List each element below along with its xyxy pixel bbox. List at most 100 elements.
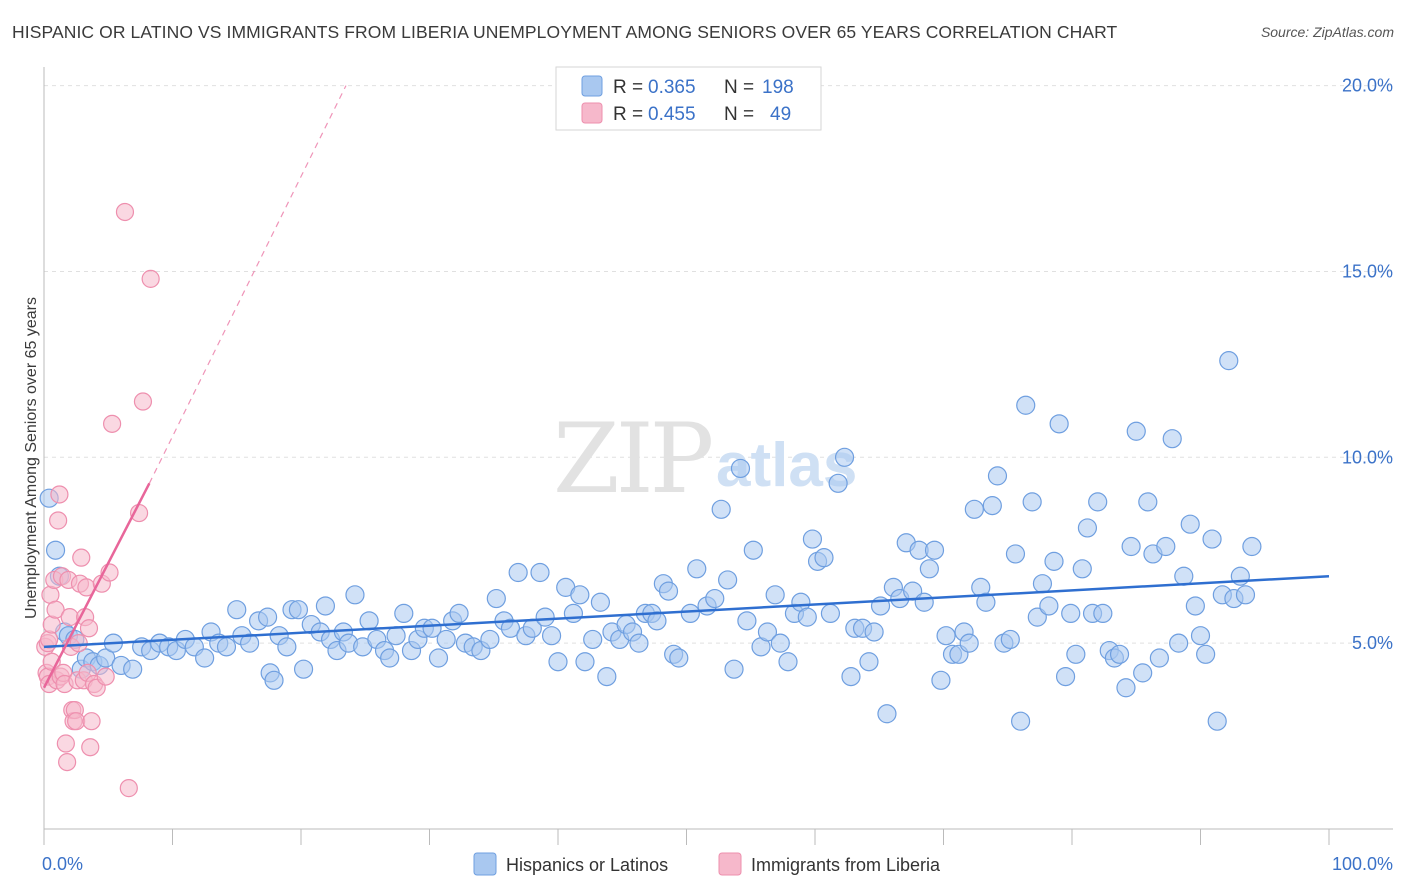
data-point-liberia xyxy=(82,712,101,731)
data-point-hispanic xyxy=(422,618,442,638)
data-point-hispanic xyxy=(687,559,707,579)
data-point-hispanic xyxy=(877,704,897,724)
data-point-hispanic xyxy=(227,600,247,620)
data-point-hispanic xyxy=(480,629,500,650)
data-point-hispanic xyxy=(96,648,116,668)
correlation-legend: R = 0.365 N = 198 R = 0.455 N = 49 xyxy=(555,66,822,131)
data-point-liberia xyxy=(69,634,88,653)
legend-r-label-blue: R = xyxy=(613,77,643,98)
data-point-hispanic xyxy=(711,499,731,519)
data-point-hispanic xyxy=(919,559,939,579)
legend-r-label-pink: R = xyxy=(613,104,643,125)
data-point-liberia xyxy=(103,414,122,433)
x-tick-label-max: 100.0% xyxy=(1332,854,1393,874)
data-point-hispanic xyxy=(834,447,855,467)
x-tick-label-min: 0.0% xyxy=(42,854,83,874)
data-point-hispanic xyxy=(680,603,700,624)
data-point-hispanic xyxy=(1219,351,1239,371)
data-point-hispanic xyxy=(1000,629,1020,650)
data-point-hispanic xyxy=(530,562,550,583)
data-point-hispanic xyxy=(1121,536,1141,557)
data-point-liberia xyxy=(46,600,65,619)
data-point-hispanic xyxy=(1190,626,1211,646)
data-point-hispanic xyxy=(1027,607,1047,627)
legend-n-value-blue: 198 xyxy=(762,77,794,98)
data-point-liberia xyxy=(67,712,86,731)
trend-layer xyxy=(42,85,1330,689)
data-point-hispanic xyxy=(820,603,841,624)
bottom-legend-swatch-pink xyxy=(718,852,742,876)
data-point-hispanic xyxy=(705,588,725,609)
data-point-hispanic xyxy=(1039,596,1059,616)
data-point-hispanic xyxy=(1005,544,1026,564)
data-point-liberia xyxy=(133,392,153,411)
data-point-hispanic xyxy=(1169,633,1189,653)
chart-title: HISPANIC OR LATINO VS IMMIGRANTS FROM LI… xyxy=(12,22,1118,42)
data-point-hispanic xyxy=(647,611,667,631)
data-point-hispanic xyxy=(45,540,66,560)
data-point-hispanic xyxy=(548,652,568,672)
trend-line-liberia xyxy=(42,482,151,689)
data-point-liberia xyxy=(96,667,115,686)
data-point-hispanic xyxy=(1126,421,1146,441)
data-point-hispanic xyxy=(778,652,798,672)
data-point-hispanic xyxy=(1116,678,1136,698)
data-point-hispanic xyxy=(1077,518,1098,538)
data-point-hispanic xyxy=(508,562,528,583)
source-credit: Source: ZipAtlas.com xyxy=(1260,24,1394,40)
data-point-hispanic xyxy=(1032,574,1053,594)
data-point-hispanic xyxy=(718,570,738,590)
data-point-hispanic xyxy=(240,633,260,653)
data-point-hispanic xyxy=(1207,711,1227,731)
y-tick-labels: 5.0% 10.0% 15.0% 20.0% xyxy=(1342,76,1393,654)
data-point-hispanic xyxy=(959,633,979,653)
data-point-hispanic xyxy=(814,548,834,568)
data-point-hispanic xyxy=(964,499,984,519)
legend-r-value-blue: 0.365 xyxy=(648,77,696,98)
trend-line-hispanic xyxy=(43,574,1330,649)
data-point-hispanic xyxy=(590,592,611,612)
data-point-hispanic xyxy=(724,659,744,679)
data-point-liberia xyxy=(56,734,75,753)
data-point-hispanic xyxy=(1055,666,1076,687)
data-point-hispanic xyxy=(1049,414,1069,434)
data-point-hispanic xyxy=(345,585,365,605)
data-point-hispanic xyxy=(1185,596,1205,616)
legend-n-value-pink: 49 xyxy=(770,104,791,125)
y-tick-label: 15.0% xyxy=(1342,261,1393,281)
data-point-hispanic xyxy=(828,473,848,493)
data-point-hispanic xyxy=(841,666,861,687)
data-point-hispanic xyxy=(1093,603,1113,624)
data-point-hispanic xyxy=(1149,648,1169,668)
data-point-hispanic xyxy=(1072,559,1092,579)
data-point-liberia xyxy=(119,779,138,798)
data-point-hispanic xyxy=(264,670,284,690)
data-point-liberia xyxy=(42,615,61,634)
data-point-hispanic xyxy=(1174,566,1194,586)
data-point-hispanic xyxy=(359,611,379,631)
data-point-liberia xyxy=(49,511,68,530)
bottom-legend-label-blue: Hispanics or Latinos xyxy=(506,855,668,875)
data-point-hispanic xyxy=(500,618,521,638)
data-point-hispanic xyxy=(936,626,956,646)
series-liberia-points xyxy=(36,202,160,798)
bottom-legend-label-pink: Immigrants from Liberia xyxy=(751,855,941,875)
data-point-hispanic xyxy=(1138,492,1158,512)
data-point-liberia xyxy=(141,269,160,288)
data-point-hispanic xyxy=(1162,429,1182,449)
data-point-hispanic xyxy=(931,670,951,690)
data-point-hispanic xyxy=(216,637,237,657)
data-point-hispanic xyxy=(1044,551,1064,571)
y-tick-label: 5.0% xyxy=(1352,633,1393,653)
data-point-hispanic xyxy=(1010,711,1031,731)
data-point-hispanic xyxy=(864,622,884,642)
data-point-hispanic xyxy=(914,592,934,612)
data-point-liberia xyxy=(60,608,79,627)
legend-swatch-pink xyxy=(581,102,603,124)
grid-layer xyxy=(44,85,1393,644)
data-point-hispanic xyxy=(797,607,817,627)
data-point-hispanic xyxy=(976,592,996,612)
y-tick-label: 10.0% xyxy=(1342,447,1393,467)
y-axis-label: Unemployment Among Seniors over 65 years xyxy=(23,297,40,619)
data-point-hispanic xyxy=(583,629,603,650)
